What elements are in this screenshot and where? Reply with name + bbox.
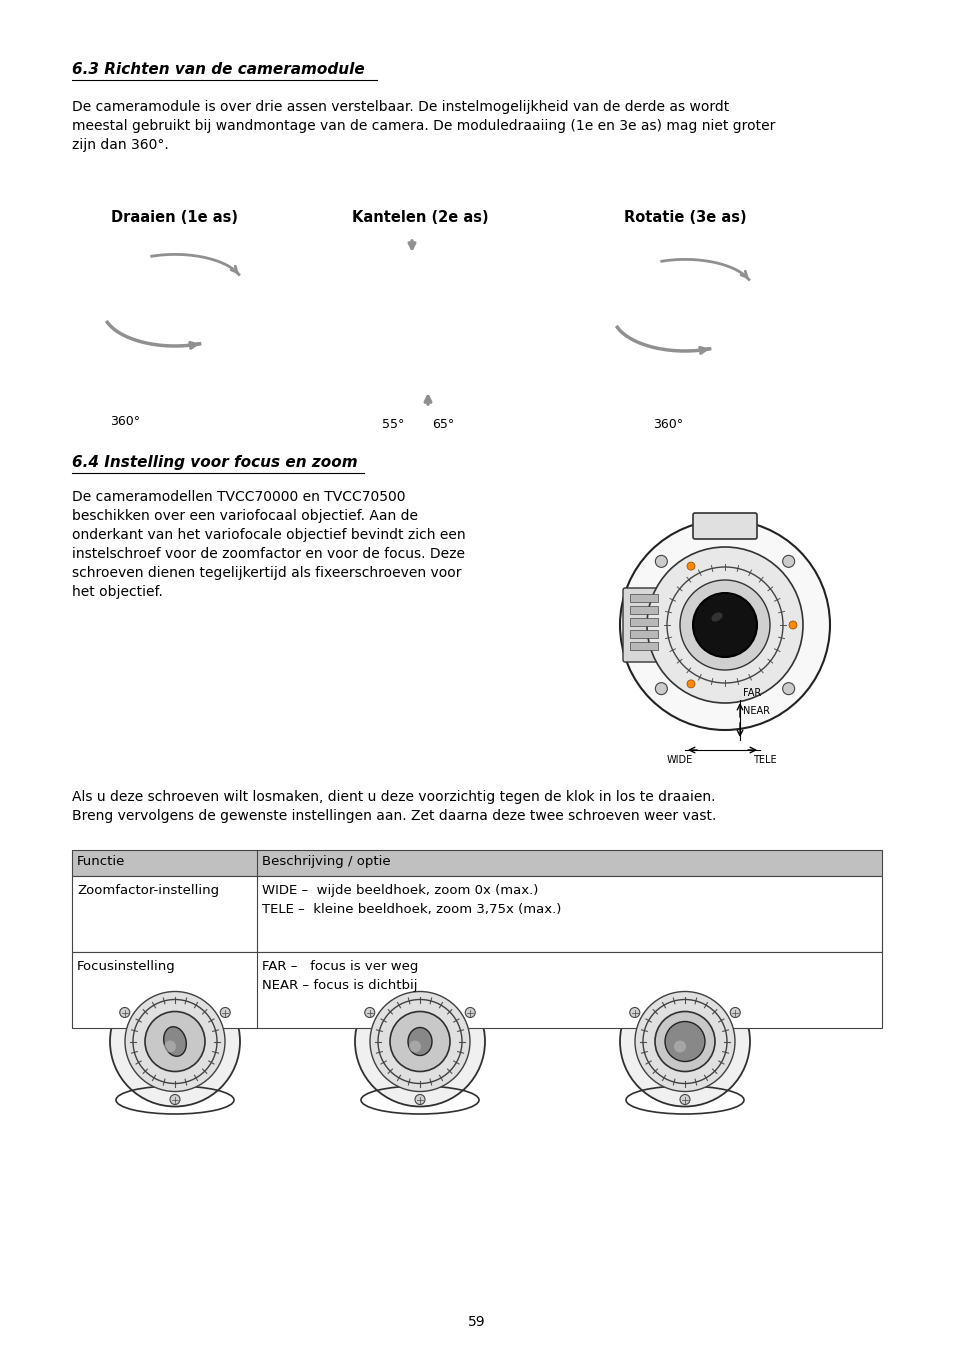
Ellipse shape (110, 976, 240, 1107)
Ellipse shape (635, 991, 734, 1092)
Bar (71, 850, 882, 876)
Bar (629, 618, 658, 626)
Circle shape (655, 1011, 714, 1072)
Text: FAR: FAR (742, 688, 760, 698)
Text: De cameramodellen TVCC70000 en TVCC70500
beschikken over een variofocaal objecti: De cameramodellen TVCC70000 en TVCC70500… (71, 490, 465, 599)
Text: 6.4 Instelling voor focus en zoom: 6.4 Instelling voor focus en zoom (71, 455, 357, 470)
Text: De cameramodule is over drie assen verstelbaar. De instelmogelijkheid van de der: De cameramodule is over drie assen verst… (71, 100, 775, 153)
Circle shape (220, 1007, 230, 1018)
Text: FAR –   focus is ver weg
NEAR – focus is dichtbij: FAR – focus is ver weg NEAR – focus is d… (262, 960, 418, 991)
Circle shape (364, 1007, 375, 1018)
Circle shape (673, 1041, 685, 1053)
Circle shape (164, 1041, 175, 1053)
Circle shape (655, 555, 667, 567)
Text: Focusinstelling: Focusinstelling (77, 960, 175, 973)
Circle shape (646, 547, 802, 703)
FancyBboxPatch shape (622, 589, 664, 662)
Circle shape (679, 1095, 689, 1104)
Circle shape (729, 1007, 740, 1018)
Circle shape (415, 1095, 424, 1104)
Text: 360°: 360° (652, 418, 682, 431)
Text: 6.3 Richten van de cameramodule: 6.3 Richten van de cameramodule (71, 62, 364, 77)
Circle shape (655, 683, 667, 695)
Circle shape (145, 1011, 205, 1072)
Ellipse shape (125, 991, 225, 1092)
Ellipse shape (711, 613, 721, 621)
FancyBboxPatch shape (692, 513, 757, 539)
Circle shape (686, 562, 695, 570)
Bar (629, 630, 658, 639)
Text: Functie: Functie (77, 855, 125, 868)
Ellipse shape (370, 991, 470, 1092)
Text: NEAR: NEAR (742, 706, 769, 716)
Circle shape (781, 555, 794, 567)
Circle shape (679, 580, 769, 670)
Ellipse shape (619, 976, 749, 1107)
Circle shape (170, 1095, 180, 1104)
Circle shape (664, 1022, 704, 1061)
Circle shape (788, 621, 796, 629)
Bar (71, 876, 882, 952)
Bar (629, 594, 658, 602)
Circle shape (465, 1007, 475, 1018)
Ellipse shape (408, 1027, 432, 1056)
Circle shape (629, 1007, 639, 1018)
Text: 360°: 360° (110, 414, 140, 428)
Text: Als u deze schroeven wilt losmaken, dient u deze voorzichtig tegen de klok in lo: Als u deze schroeven wilt losmaken, dien… (71, 790, 716, 824)
Circle shape (692, 593, 757, 657)
Circle shape (781, 683, 794, 695)
Ellipse shape (164, 1027, 186, 1056)
Text: WIDE –  wijde beeldhoek, zoom 0x (max.)
TELE –  kleine beeldhoek, zoom 3,75x (ma: WIDE – wijde beeldhoek, zoom 0x (max.) T… (262, 884, 560, 915)
Text: Draaien (1e as): Draaien (1e as) (112, 211, 238, 225)
Bar (71, 952, 882, 1027)
Text: Kantelen (2e as): Kantelen (2e as) (352, 211, 488, 225)
Text: 65°: 65° (432, 418, 454, 431)
Ellipse shape (355, 976, 484, 1107)
Text: Beschrijving / optie: Beschrijving / optie (262, 855, 390, 868)
Text: WIDE: WIDE (666, 755, 693, 765)
Text: Rotatie (3e as): Rotatie (3e as) (623, 211, 745, 225)
Circle shape (390, 1011, 450, 1072)
Circle shape (409, 1041, 420, 1053)
Circle shape (686, 680, 695, 688)
Circle shape (120, 1007, 130, 1018)
Bar (629, 643, 658, 649)
Text: 59: 59 (468, 1315, 485, 1328)
Circle shape (619, 520, 829, 730)
Text: 55°: 55° (381, 418, 404, 431)
Bar (629, 606, 658, 614)
Text: TELE: TELE (753, 755, 776, 765)
Text: Zoomfactor-instelling: Zoomfactor-instelling (77, 884, 219, 896)
